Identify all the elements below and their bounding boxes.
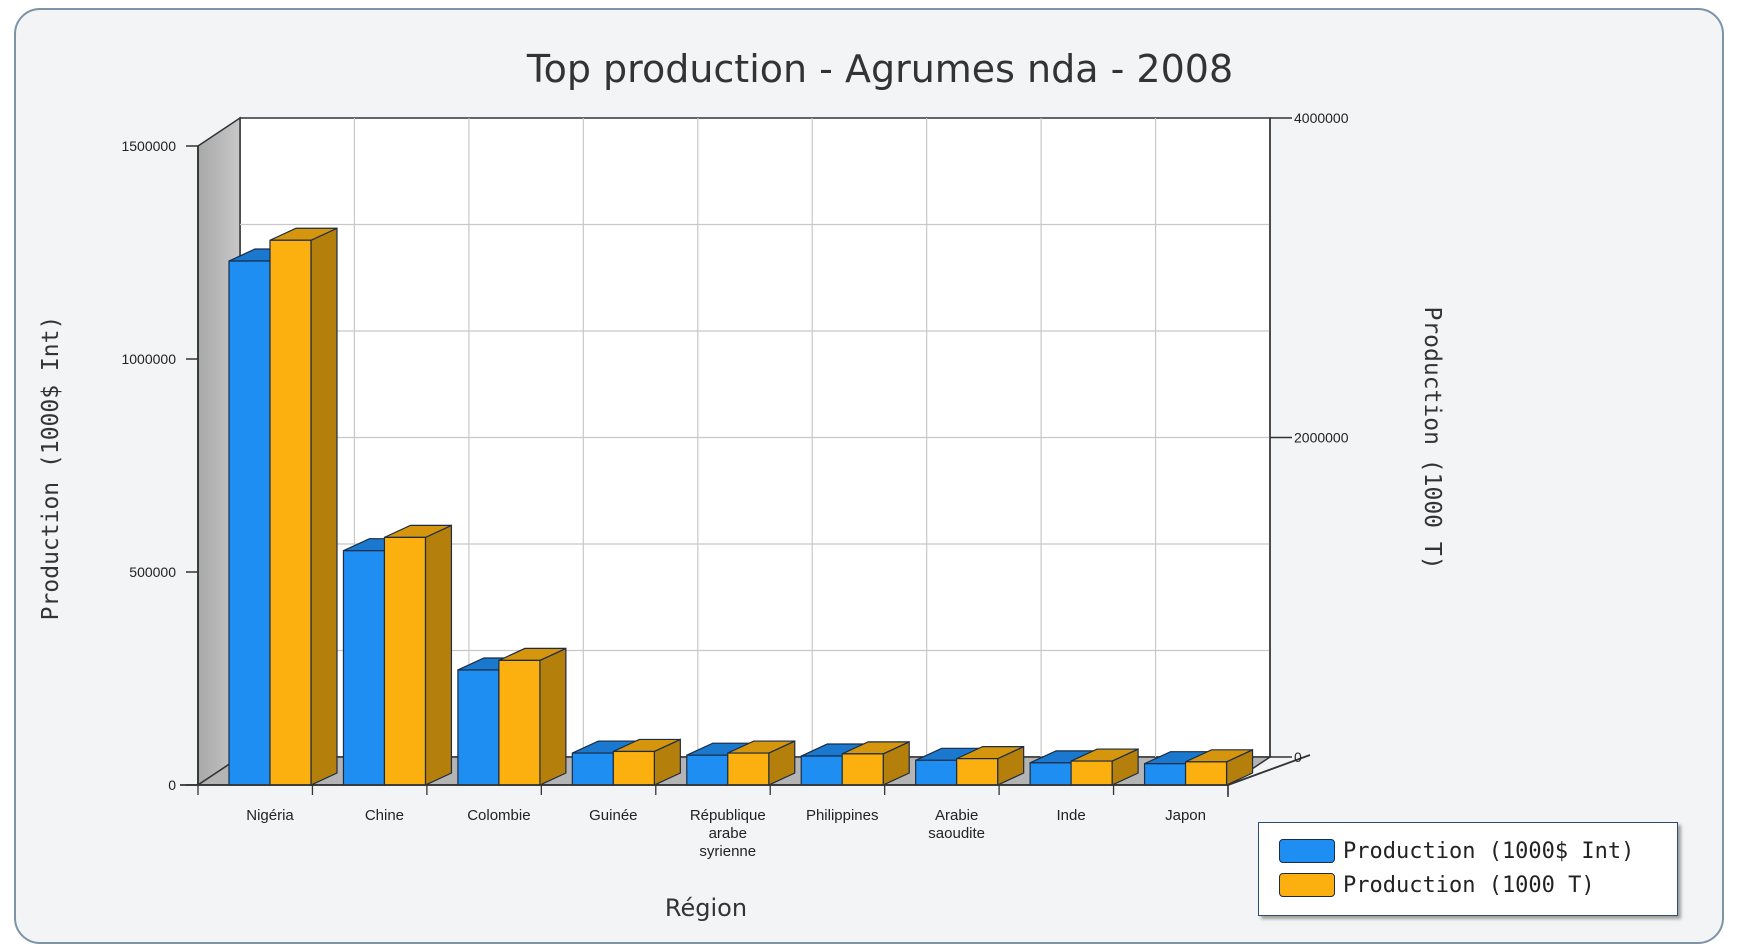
bar-tonnage-1 xyxy=(383,524,453,786)
y-right-tick-label: 2000000 xyxy=(1294,430,1349,446)
y-axis-left-label: Production (1000$ Int) xyxy=(38,316,64,621)
legend-item-series-1: Production (1000$ Int) xyxy=(1259,834,1677,868)
x-tick-label: Philippines xyxy=(806,807,879,824)
bar-tonnage-2 xyxy=(498,647,567,786)
bar-tonnage-0 xyxy=(269,227,338,786)
y-left-tick-label: 1500000 xyxy=(121,138,176,154)
y-left-tick-label: 0 xyxy=(168,777,176,793)
x-axis-label: Région xyxy=(665,894,747,922)
legend-item-series-2: Production (1000 T) xyxy=(1259,868,1677,902)
bar-tonnage-8 xyxy=(1184,748,1254,786)
legend-label-series-1: Production (1000$ Int) xyxy=(1343,838,1635,864)
y-left-tick-label: 500000 xyxy=(129,564,176,580)
bar-tonnage-6 xyxy=(956,745,1025,786)
x-tick-label: Chine xyxy=(365,807,404,824)
y-axis-right-label: Production (1000 T) xyxy=(1419,306,1445,569)
x-tick-label: République arabe syrienne xyxy=(690,807,766,860)
y-left-tick-label: 1000000 xyxy=(121,351,176,367)
bar-tonnage-4 xyxy=(727,740,796,786)
bar-tonnage-5 xyxy=(841,740,910,786)
x-tick-label: Colombie xyxy=(467,807,530,824)
bar-tonnage-3 xyxy=(612,738,681,786)
chart-title: Top production - Agrumes nda - 2008 xyxy=(526,47,1233,91)
legend-swatch-series-2 xyxy=(1279,873,1335,897)
x-tick-label: Japon xyxy=(1165,807,1206,824)
x-tick-label: Arabie saoudite xyxy=(928,807,985,842)
y-right-tick-label: 4000000 xyxy=(1294,110,1349,126)
x-tick-label: Inde xyxy=(1057,807,1086,824)
bar-tonnage-7 xyxy=(1070,748,1139,786)
legend-label-series-2: Production (1000 T) xyxy=(1343,872,1595,898)
legend: Production (1000$ Int) Production (1000 … xyxy=(1258,822,1678,916)
y-right-tick-label: 0 xyxy=(1294,749,1302,765)
x-tick-label: Nigéria xyxy=(246,807,294,824)
x-tick-label: Guinée xyxy=(589,807,637,824)
legend-swatch-series-1 xyxy=(1279,839,1335,863)
